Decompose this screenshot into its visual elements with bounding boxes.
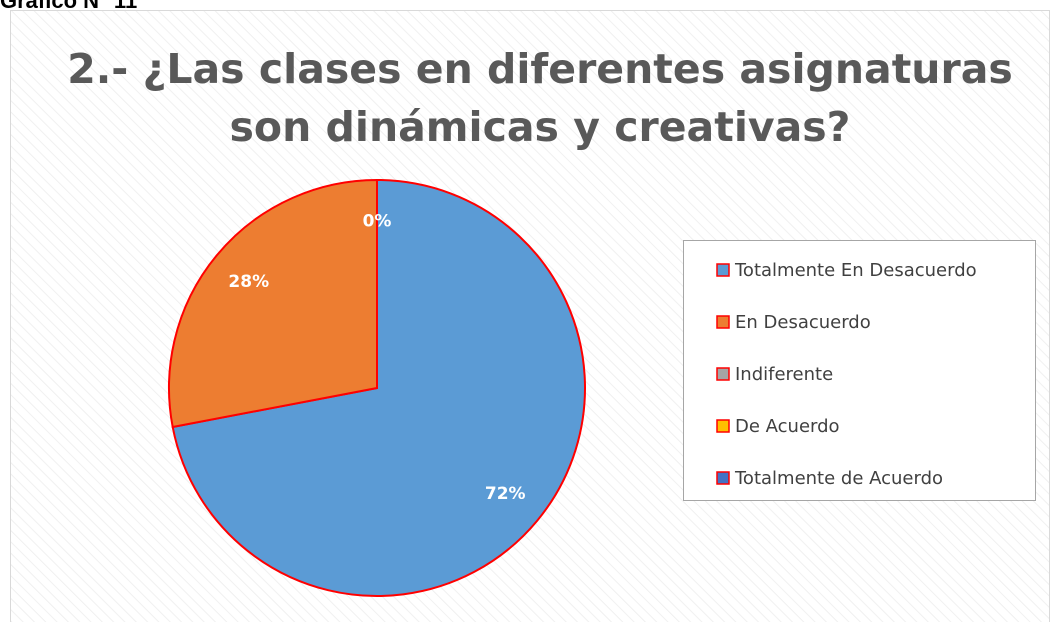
legend-swatch [716,367,730,381]
legend-swatch [716,419,730,433]
pie-slice [171,178,586,597]
legend-label: Totalmente de Acuerdo [734,468,943,489]
chart-title: 2.- ¿Las clases en diferentes asignatura… [67,45,1013,93]
legend-swatch [716,263,730,277]
data-label: 72% [485,484,526,504]
pie: 72% 28% 0% [168,178,586,597]
chart-title: son dinámicas y creativas? [230,103,851,151]
data-label: 0% [363,212,392,232]
data-label: 28% [228,272,269,292]
legend-swatch [716,471,730,485]
legend-swatch [716,315,730,329]
legend-label: De Acuerdo [735,416,840,437]
legend-label: Totalmente En Desacuerdo [734,260,977,281]
legend-label: Indiferente [735,364,833,385]
legend-items: Totalmente En Desacuerdo En Desacuerdo Ind… [716,260,977,489]
caption: Gráfico N° 11 [0,0,137,13]
pie-slice [168,178,378,429]
legend [683,240,1036,501]
legend-label: En Desacuerdo [735,312,871,333]
